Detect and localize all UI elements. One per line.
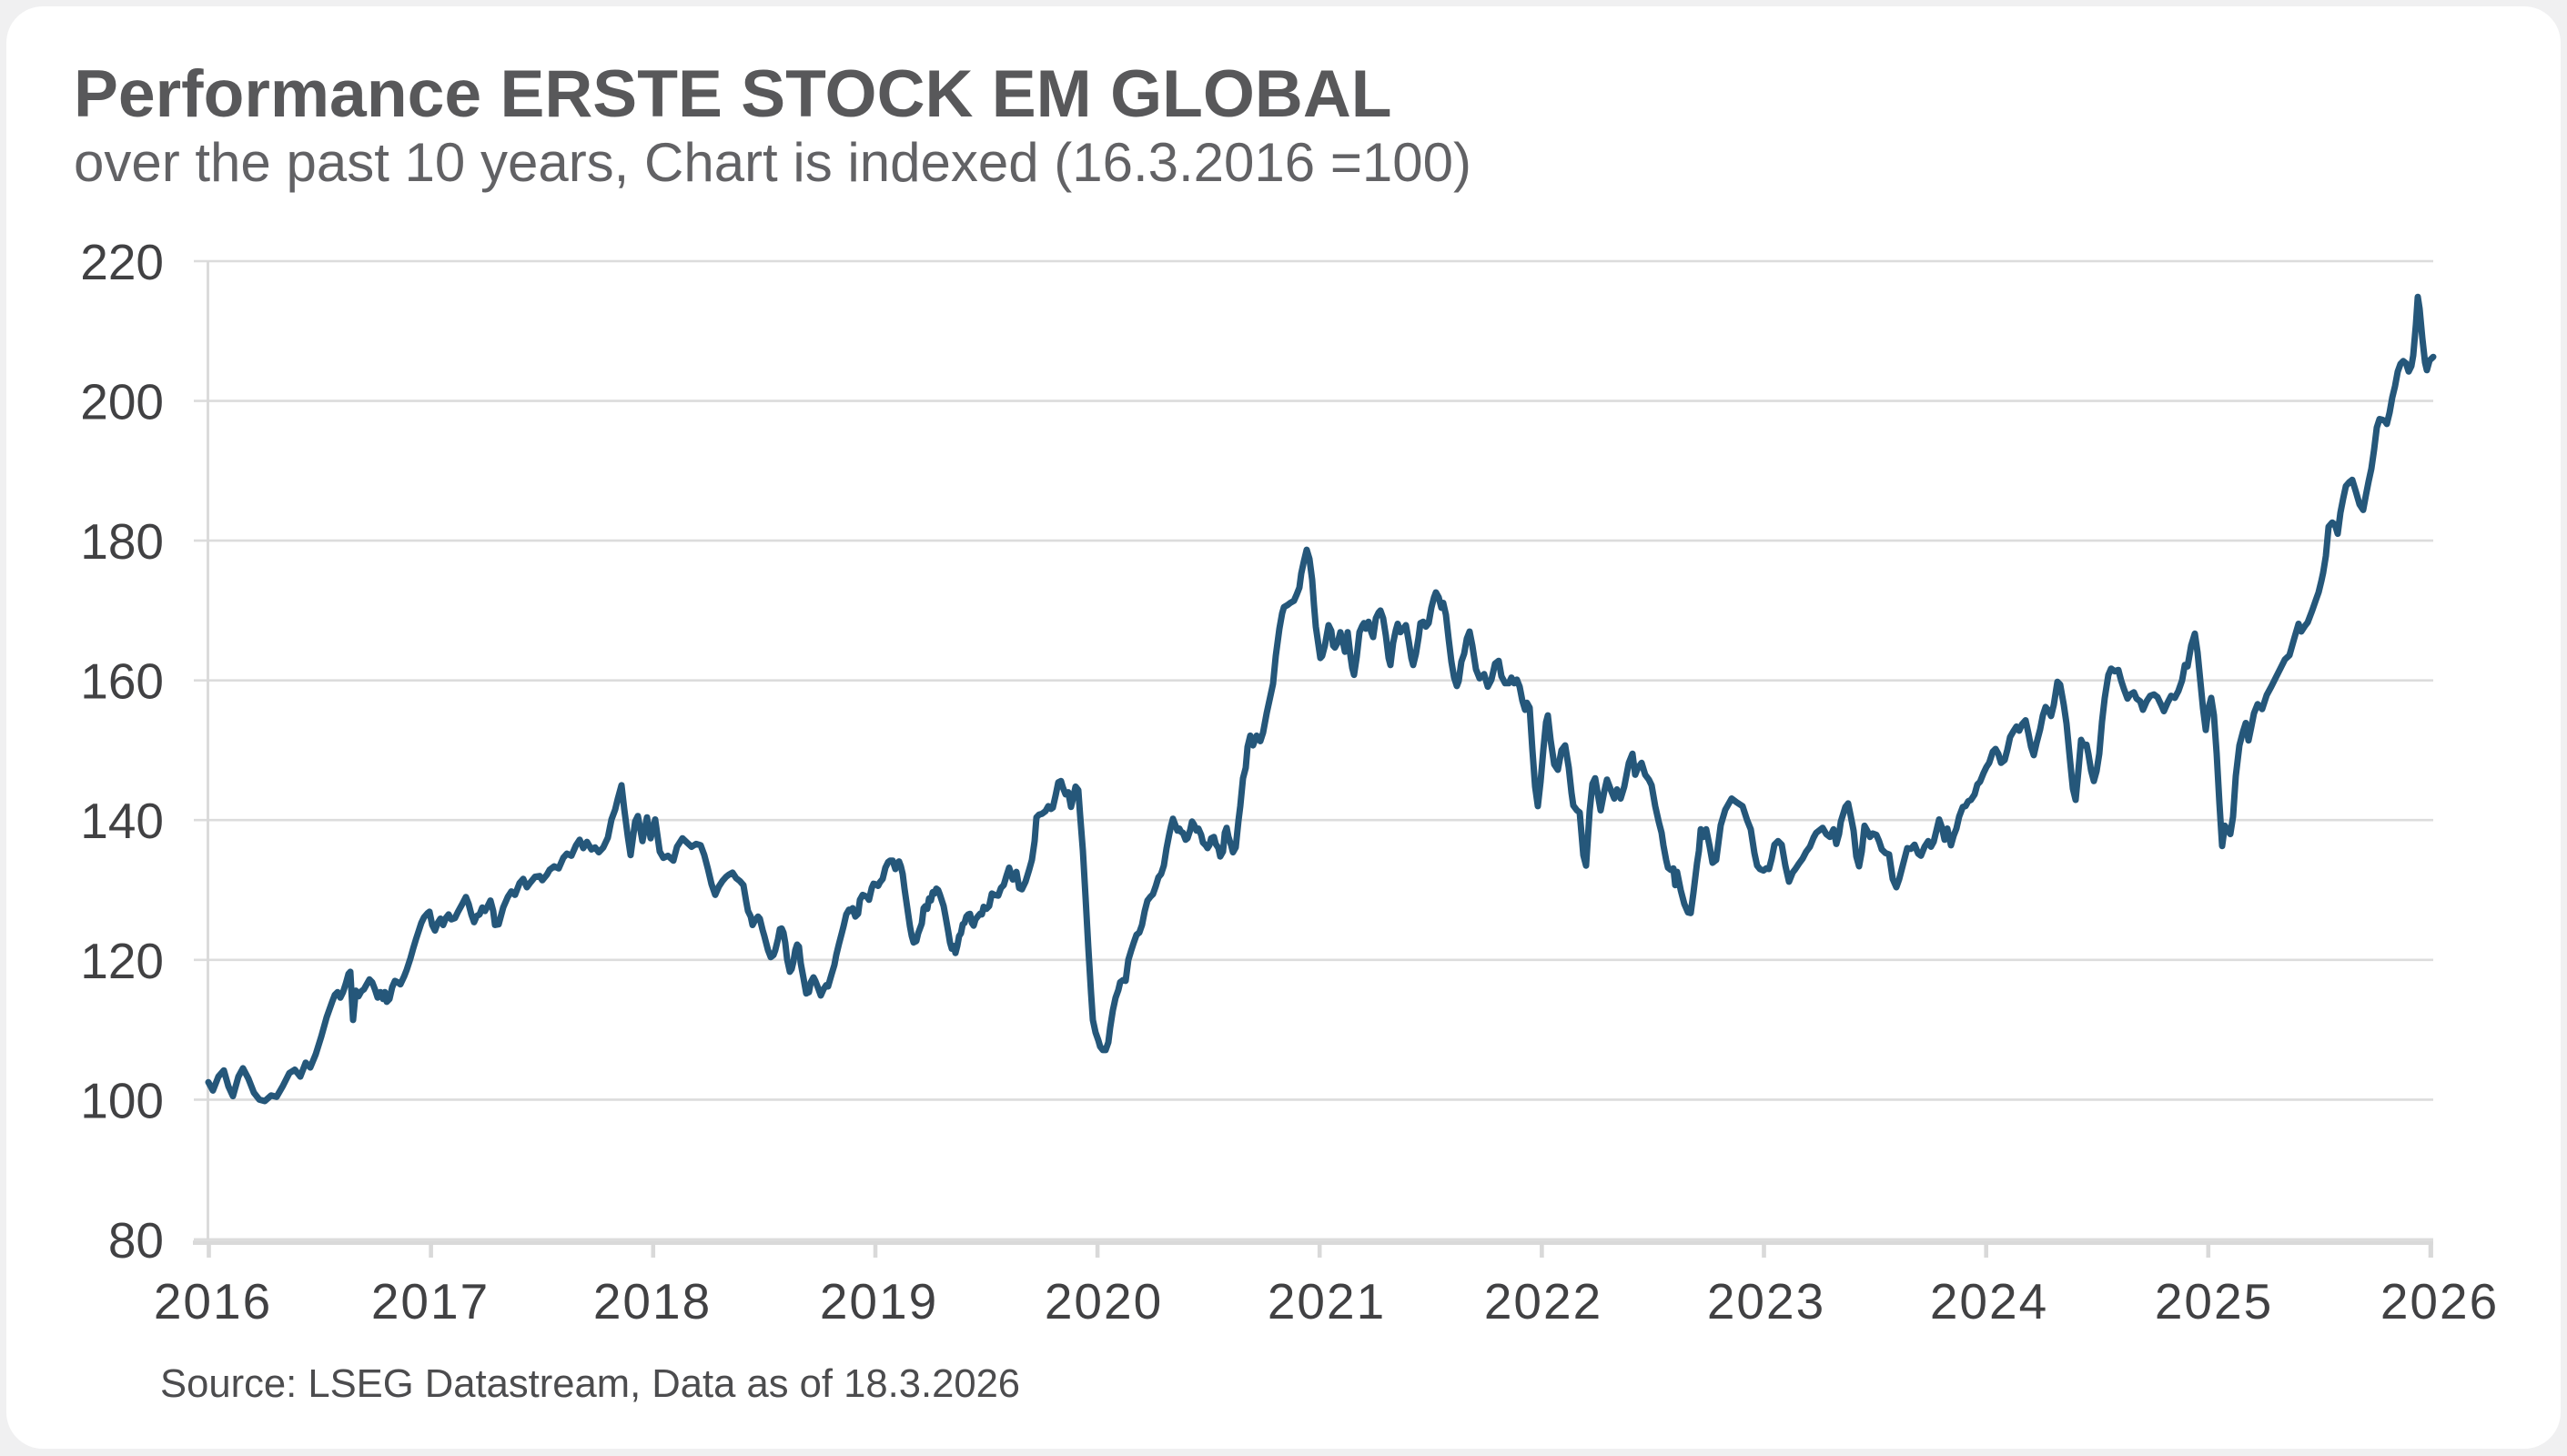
svg-text:2020: 2020 — [1045, 1273, 1163, 1330]
svg-text:2021: 2021 — [1268, 1273, 1386, 1330]
svg-text:180: 180 — [80, 513, 164, 570]
svg-text:2016: 2016 — [154, 1273, 272, 1330]
svg-text:2024: 2024 — [1930, 1273, 2048, 1330]
svg-text:2025: 2025 — [2155, 1273, 2273, 1330]
svg-text:100: 100 — [80, 1072, 164, 1128]
svg-text:220: 220 — [80, 234, 164, 290]
svg-text:140: 140 — [80, 793, 164, 849]
svg-text:160: 160 — [80, 653, 164, 710]
svg-text:80: 80 — [108, 1212, 164, 1269]
svg-text:2019: 2019 — [820, 1273, 938, 1330]
svg-text:200: 200 — [80, 374, 164, 430]
svg-text:2026: 2026 — [2380, 1273, 2499, 1330]
svg-text:120: 120 — [80, 933, 164, 989]
svg-text:2018: 2018 — [593, 1273, 712, 1330]
svg-text:2023: 2023 — [1707, 1273, 1825, 1330]
svg-text:2022: 2022 — [1484, 1273, 1602, 1330]
svg-text:2017: 2017 — [371, 1273, 490, 1330]
